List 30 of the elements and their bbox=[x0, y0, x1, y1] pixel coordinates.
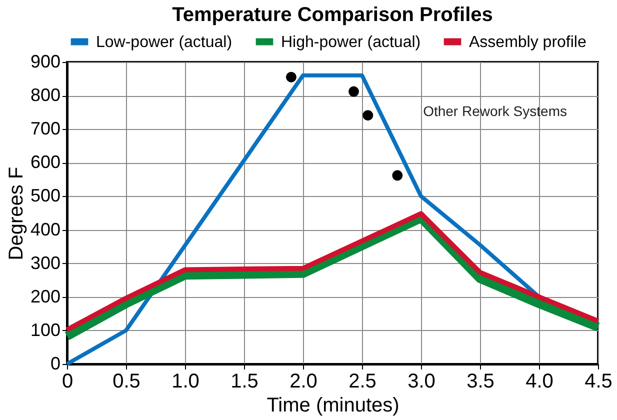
y-tick-label: 500 bbox=[30, 186, 60, 206]
y-tick-label: 0 bbox=[50, 354, 60, 374]
point bbox=[392, 170, 403, 181]
x-tick-label: 4.0 bbox=[526, 370, 554, 392]
y-tick-label: 100 bbox=[30, 320, 60, 340]
y-tick-label: 300 bbox=[30, 252, 60, 273]
annotation: Other Rework Systems bbox=[423, 103, 567, 119]
x-tick-label: 1.5 bbox=[230, 370, 258, 392]
y-axis-title: Degrees F bbox=[5, 166, 28, 260]
y-tick-label: 700 bbox=[30, 118, 60, 139]
y-tick-label: 800 bbox=[30, 85, 60, 106]
x-tick-label: 4.5 bbox=[584, 370, 612, 392]
point bbox=[286, 72, 296, 82]
y-tick-label: 900 bbox=[30, 52, 60, 72]
x-tick-label: 3.0 bbox=[408, 370, 436, 392]
x-tick-label: 3.5 bbox=[466, 370, 494, 392]
x-tick-label: 0.5 bbox=[112, 370, 140, 392]
x-tick-label: 1.0 bbox=[172, 370, 200, 392]
chart-title: Temperature Comparison Profiles bbox=[172, 4, 493, 26]
legend-label: Assembly profile bbox=[469, 34, 586, 51]
x-tick-label: 2.0 bbox=[290, 370, 318, 392]
legend-label: Low-power (actual) bbox=[96, 34, 232, 51]
y-tick-label: 600 bbox=[30, 152, 60, 172]
point bbox=[348, 86, 359, 97]
y-tick-label: 400 bbox=[30, 219, 60, 240]
point bbox=[362, 110, 374, 121]
legend-label: High-power (actual) bbox=[281, 34, 421, 51]
x-axis-title: Time (minutes) bbox=[266, 394, 400, 416]
y-tick-label: 200 bbox=[30, 286, 60, 306]
x-tick-label: 2.5 bbox=[348, 370, 376, 392]
